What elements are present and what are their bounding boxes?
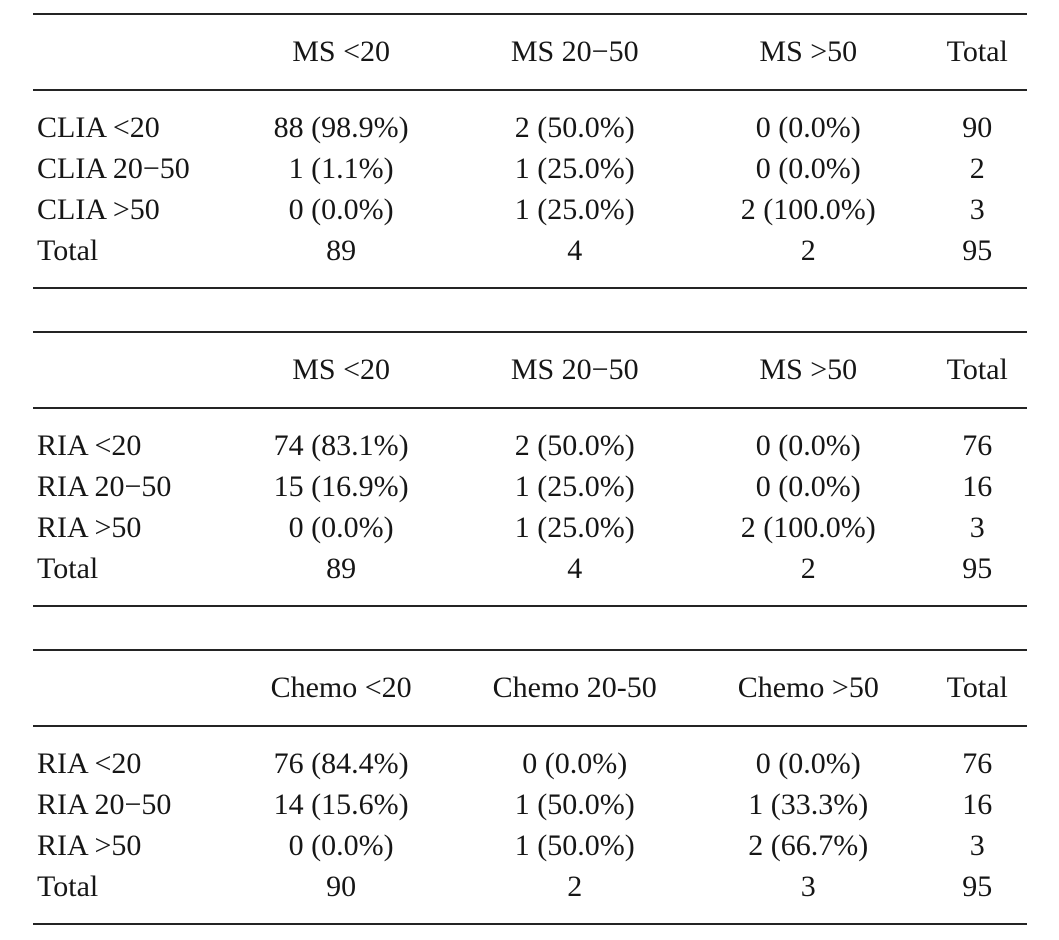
table-cell: 1 (25.0%) [514,193,635,226]
header-row: MS <20 MS 20−50 MS >50 Total [33,331,1027,409]
column-header-ms-gt50: MS >50 [689,13,928,91]
table-cell: 76 (84.4%) [273,747,409,780]
table-cell: 2 (50.0%) [514,429,635,462]
table-cell: 16 [962,788,993,821]
row-label: RIA <20 [37,429,142,462]
table-cell: 95 [927,548,1027,607]
table-row: RIA >50 0 (0.0%) 1 (25.0%) 2 (100.0%) 3 [33,507,1027,548]
column-header-ms-gt50: MS >50 [689,331,928,409]
row-label: RIA 20−50 [37,470,172,503]
total-row: Total 89 4 2 95 [33,548,1027,607]
table-cell: 1 (25.0%) [514,470,635,503]
column-header-total: Total [927,331,1027,409]
table-cell: 16 [962,470,993,503]
table-cell: 1 (50.0%) [514,829,635,862]
row-label: RIA >50 [37,511,142,544]
table-cell: 0 (0.0%) [755,429,861,462]
row-label: RIA <20 [37,747,142,780]
table-cell: 0 (0.0%) [755,152,861,185]
total-row: Total 89 4 2 95 [33,230,1027,289]
column-header-ms-20-50: MS 20−50 [460,13,690,91]
table-cell: 1 (25.0%) [514,152,635,185]
column-header-empty [33,331,222,409]
table-cell: 4 [460,230,690,289]
column-header-total: Total [927,649,1027,727]
header-row: Chemo <20 Chemo 20-50 Chemo >50 Total [33,649,1027,727]
table-cell: 76 [962,747,993,780]
table-row: RIA <20 74 (83.1%) 2 (50.0%) 0 (0.0%) 76 [33,408,1027,466]
table-cell: 2 (100.0%) [740,193,876,226]
row-label: Total [33,548,222,607]
table-cell: 2 (100.0%) [740,511,876,544]
table-cell: 0 (0.0%) [288,511,394,544]
column-header-empty [33,649,222,727]
column-header-ms-20-50: MS 20−50 [460,331,690,409]
table-ria-vs-ms: MS <20 MS 20−50 MS >50 Total RIA <20 74 … [33,331,1027,607]
table-cell: 0 (0.0%) [288,193,394,226]
row-label: Total [33,866,222,925]
table-row: CLIA >50 0 (0.0%) 1 (25.0%) 2 (100.0%) 3 [33,189,1027,230]
table-cell: 2 (50.0%) [514,111,635,144]
column-header-total: Total [927,13,1027,91]
column-header-chemo-lt20: Chemo <20 [221,649,461,727]
table-cell: 15 (16.9%) [273,470,409,503]
table-cell: 3 [689,866,928,925]
table-cell: 3 [969,193,985,226]
column-header-chemo-gt50: Chemo >50 [689,649,928,727]
row-label: CLIA <20 [37,111,160,144]
column-header-ms-lt20: MS <20 [221,13,461,91]
table-cell: 1 (50.0%) [514,788,635,821]
table-cell: 3 [969,829,985,862]
table-clia-vs-ms: MS <20 MS 20−50 MS >50 Total CLIA <20 88… [33,13,1027,289]
table-row: CLIA <20 88 (98.9%) 2 (50.0%) 0 (0.0%) 9… [33,90,1027,148]
table-cell: 90 [962,111,993,144]
table-ria-vs-chemo: Chemo <20 Chemo 20-50 Chemo >50 Total RI… [33,649,1027,925]
table-cell: 88 (98.9%) [273,111,409,144]
header-row: MS <20 MS 20−50 MS >50 Total [33,13,1027,91]
table-cell: 0 (0.0%) [755,470,861,503]
row-label: RIA 20−50 [37,788,172,821]
table-row: RIA 20−50 15 (16.9%) 1 (25.0%) 0 (0.0%) … [33,466,1027,507]
table-cell: 0 (0.0%) [288,829,394,862]
table-cell: 2 [689,230,928,289]
table-cell: 89 [221,548,461,607]
table-row: RIA <20 76 (84.4%) 0 (0.0%) 0 (0.0%) 76 [33,726,1027,784]
table-cell: 4 [460,548,690,607]
row-label: Total [33,230,222,289]
table-cell: 76 [962,429,993,462]
table-cell: 1 (25.0%) [514,511,635,544]
table-cell: 95 [927,230,1027,289]
column-header-empty [33,13,222,91]
column-header-ms-lt20: MS <20 [221,331,461,409]
table-row: RIA 20−50 14 (15.6%) 1 (50.0%) 1 (33.3%)… [33,784,1027,825]
table-row: CLIA 20−50 1 (1.1%) 1 (25.0%) 0 (0.0%) 2 [33,148,1027,189]
table-cell: 95 [927,866,1027,925]
total-row: Total 90 2 3 95 [33,866,1027,925]
table-cell: 0 (0.0%) [755,111,861,144]
column-header-chemo-20-50: Chemo 20-50 [460,649,690,727]
row-label: CLIA >50 [37,193,160,226]
table-cell: 2 [689,548,928,607]
table-cell: 74 (83.1%) [273,429,409,462]
table-cell: 1 (1.1%) [288,152,394,185]
table-cell: 0 (0.0%) [522,747,628,780]
table-cell: 89 [221,230,461,289]
table-cell: 2 (66.7%) [748,829,869,862]
table-cell: 1 (33.3%) [748,788,869,821]
table-cell: 0 (0.0%) [755,747,861,780]
row-label: CLIA 20−50 [37,152,190,185]
table-cell: 2 [969,152,985,185]
table-cell: 14 (15.6%) [273,788,409,821]
row-label: RIA >50 [37,829,142,862]
table-cell: 2 [460,866,690,925]
table-row: RIA >50 0 (0.0%) 1 (50.0%) 2 (66.7%) 3 [33,825,1027,866]
table-cell: 3 [969,511,985,544]
table-cell: 90 [221,866,461,925]
